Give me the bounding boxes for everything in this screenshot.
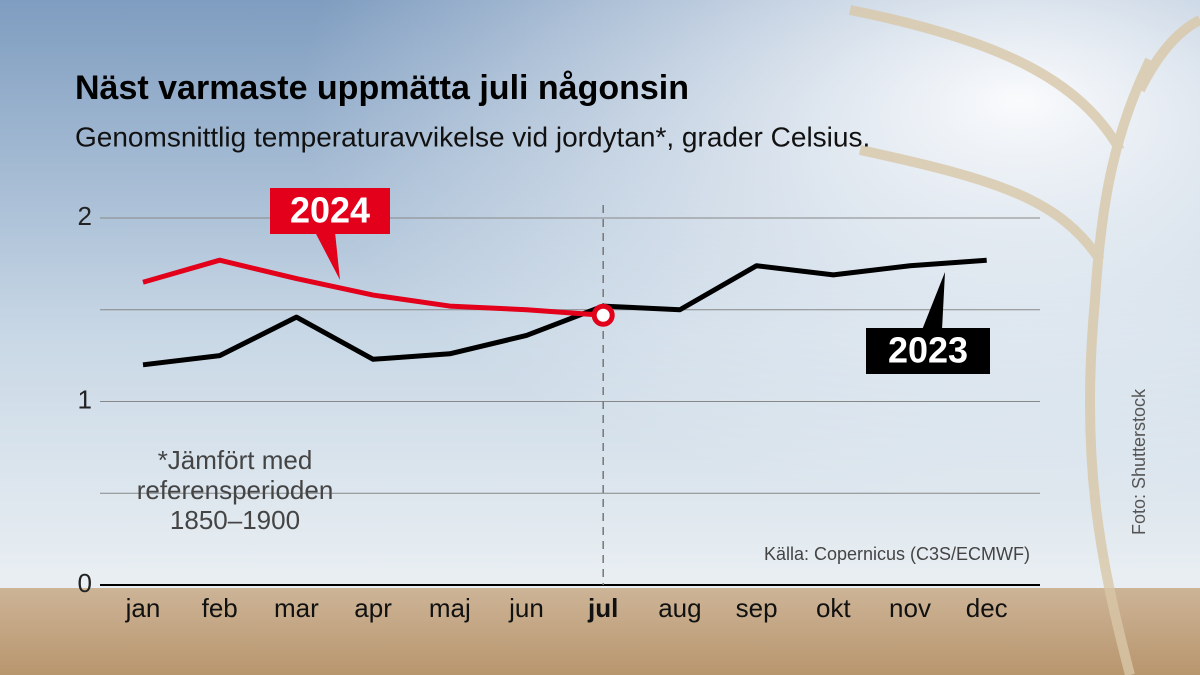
x-tick-label: mar xyxy=(274,593,319,623)
background-sand xyxy=(0,588,1200,675)
x-tick-label: feb xyxy=(202,593,238,623)
y-tick-label: 1 xyxy=(78,384,92,414)
x-tick-label: jan xyxy=(125,593,161,623)
footnote-line: referensperioden xyxy=(137,475,334,505)
highlight-marker xyxy=(591,303,615,327)
legend-label: 2023 xyxy=(888,330,968,371)
tree xyxy=(849,5,1200,675)
label-box xyxy=(866,328,990,374)
y-tick-label: 2 xyxy=(78,201,92,231)
label-pointer xyxy=(922,272,945,330)
source: Källa: Copernicus (C3S/ECMWF) xyxy=(764,544,1030,564)
x-tick-label: jun xyxy=(508,593,544,623)
chart-title: Näst varmaste uppmätta juli någonsin xyxy=(75,69,689,107)
footnote-line: 1850–1900 xyxy=(170,505,300,535)
footnote: *Jämfört med referensperioden 1850–1900 xyxy=(137,445,334,535)
legend-label: 2024 xyxy=(290,190,370,231)
label-pointer xyxy=(315,232,340,280)
x-tick-label: jul xyxy=(587,593,618,623)
x-tick-label: dec xyxy=(966,593,1008,623)
x-tick-label: maj xyxy=(429,593,471,623)
series-line xyxy=(142,257,987,368)
y-tick-label: 0 xyxy=(78,568,92,598)
label-box xyxy=(270,188,390,234)
x-tick-label: nov xyxy=(889,593,931,623)
x-tick-label: okt xyxy=(816,593,851,623)
x-tick-label: sep xyxy=(736,593,778,623)
x-tick-label: apr xyxy=(354,593,392,623)
series-line xyxy=(142,257,604,318)
photo-credit: Foto: Shutterstock xyxy=(1129,388,1149,535)
x-tick-label: aug xyxy=(658,593,701,623)
chart-subtitle: Genomsnittlig temperaturavvikelse vid jo… xyxy=(75,121,870,152)
footnote-line: *Jämfört med xyxy=(158,445,313,475)
